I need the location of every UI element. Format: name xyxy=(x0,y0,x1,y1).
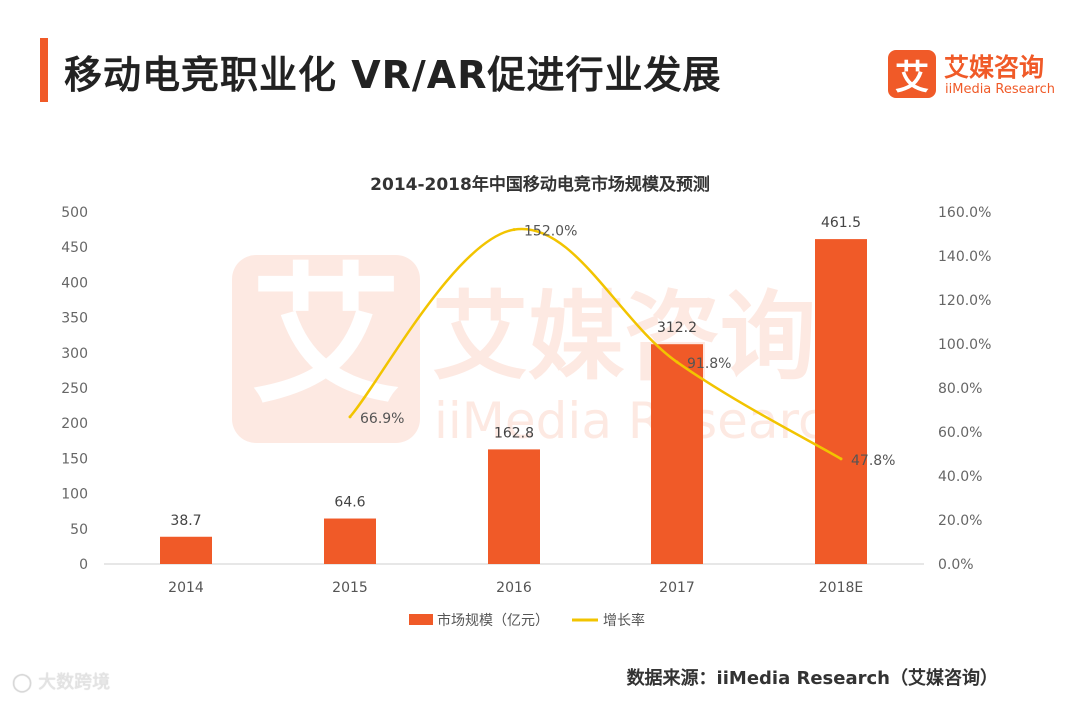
brand-logo: 艾 艾媒咨询 iiMedia Research xyxy=(888,46,1064,102)
legend: 市场规模（亿元） 增长率 xyxy=(409,612,645,629)
left-axis-tick-label: 150 xyxy=(61,451,88,467)
corner-watermark: ◯ 大数跨境 xyxy=(12,668,110,694)
x-axis-tick-label: 2017 xyxy=(659,580,695,596)
chart-title: 2014-2018年中国移动电竞市场规模及预测 xyxy=(370,174,710,195)
growth-rate-point-2015 xyxy=(348,415,352,419)
right-axis-tick-label: 140.0% xyxy=(938,249,991,265)
right-axis-tick-label: 100.0% xyxy=(938,337,991,353)
bar-2017 xyxy=(651,344,703,564)
line-value-label: 152.0% xyxy=(524,224,577,240)
page-title: 移动电竞职业化 VR/AR促进行业发展 xyxy=(64,53,722,97)
weibo-icon: ◯ xyxy=(12,672,33,693)
right-axis-tick-label: 120.0% xyxy=(938,293,991,309)
growth-rate-line xyxy=(349,227,842,460)
bar-series xyxy=(160,239,867,564)
line-series xyxy=(348,227,843,461)
right-axis-tick-label: 160.0% xyxy=(938,205,991,221)
left-axis-tick-label: 350 xyxy=(61,311,88,327)
left-axis-tick-label: 400 xyxy=(61,275,88,291)
right-axis-tick-label: 40.0% xyxy=(938,469,982,485)
legend-line-label: 增长率 xyxy=(603,612,645,629)
bar-value-label: 38.7 xyxy=(170,513,201,529)
data-source: 数据来源：iiMedia Research（艾媒咨询） xyxy=(626,668,998,689)
bar-data-labels: 38.7 64.6 162.8 312.2 461.5 xyxy=(170,215,861,529)
left-axis-tick-label: 300 xyxy=(61,346,88,362)
growth-rate-point-2016 xyxy=(512,228,516,232)
left-axis-ticks: 0 50 100 150 200 250 300 350 400 450 500 xyxy=(61,205,88,573)
bar-value-label: 162.8 xyxy=(494,425,534,441)
watermark-mark-box xyxy=(232,255,420,443)
line-value-label: 47.8% xyxy=(851,453,895,469)
x-axis-tick-label: 2015 xyxy=(332,580,368,596)
right-axis-tick-label: 60.0% xyxy=(938,425,982,441)
right-axis-ticks: 0.0% 20.0% 40.0% 60.0% 80.0% 100.0% 120.0% 140.… xyxy=(938,205,991,573)
x-axis-ticks: 2014 2015 2016 2017 2018E xyxy=(168,580,863,596)
logo-chinese-name: 艾媒咨询 xyxy=(944,53,1045,82)
bar-value-label: 461.5 xyxy=(821,215,861,231)
growth-rate-point-2017 xyxy=(675,360,679,364)
logo-english-name: iiMedia Research xyxy=(945,82,1056,97)
line-data-labels: 66.9% 152.0% 91.8% 47.8% xyxy=(360,224,895,469)
bar-2015 xyxy=(324,518,376,564)
left-axis-tick-label: 50 xyxy=(70,522,88,538)
bar-value-label: 312.2 xyxy=(657,320,697,336)
line-value-label: 66.9% xyxy=(360,411,404,427)
bar-2016 xyxy=(488,449,540,564)
legend-bar-label: 市场规模（亿元） xyxy=(437,612,549,629)
right-axis-tick-label: 20.0% xyxy=(938,513,982,529)
left-axis-tick-label: 100 xyxy=(61,487,88,503)
corner-watermark-text: 大数跨境 xyxy=(38,672,111,693)
watermark-mark: 艾 xyxy=(251,250,401,424)
right-axis-tick-label: 0.0% xyxy=(938,557,974,573)
left-axis-tick-label: 0 xyxy=(79,557,88,573)
bar-2018E xyxy=(815,239,867,564)
left-axis-tick-label: 500 xyxy=(61,205,88,221)
logo-mark: 艾 xyxy=(888,50,936,98)
watermark-en: iiMedia Research xyxy=(434,392,857,450)
right-axis-tick-label: 80.0% xyxy=(938,381,982,397)
bar-value-label: 64.6 xyxy=(334,495,365,511)
x-axis-tick-label: 2018E xyxy=(819,580,863,596)
left-axis-tick-label: 200 xyxy=(61,416,88,432)
growth-rate-point-2018E xyxy=(839,457,843,461)
line-value-label: 91.8% xyxy=(687,356,731,372)
title-accent-bar xyxy=(40,38,48,102)
background-watermark: 艾 艾媒咨询 iiMedia Research xyxy=(232,250,857,450)
x-axis-tick-label: 2016 xyxy=(496,580,532,596)
left-axis-tick-label: 450 xyxy=(61,240,88,256)
left-axis-tick-label: 250 xyxy=(61,381,88,397)
legend-bar-swatch xyxy=(409,614,433,625)
watermark-cn: 艾媒咨询 xyxy=(432,281,816,393)
bar-2014 xyxy=(160,536,212,564)
x-axis-tick-label: 2014 xyxy=(168,580,204,596)
